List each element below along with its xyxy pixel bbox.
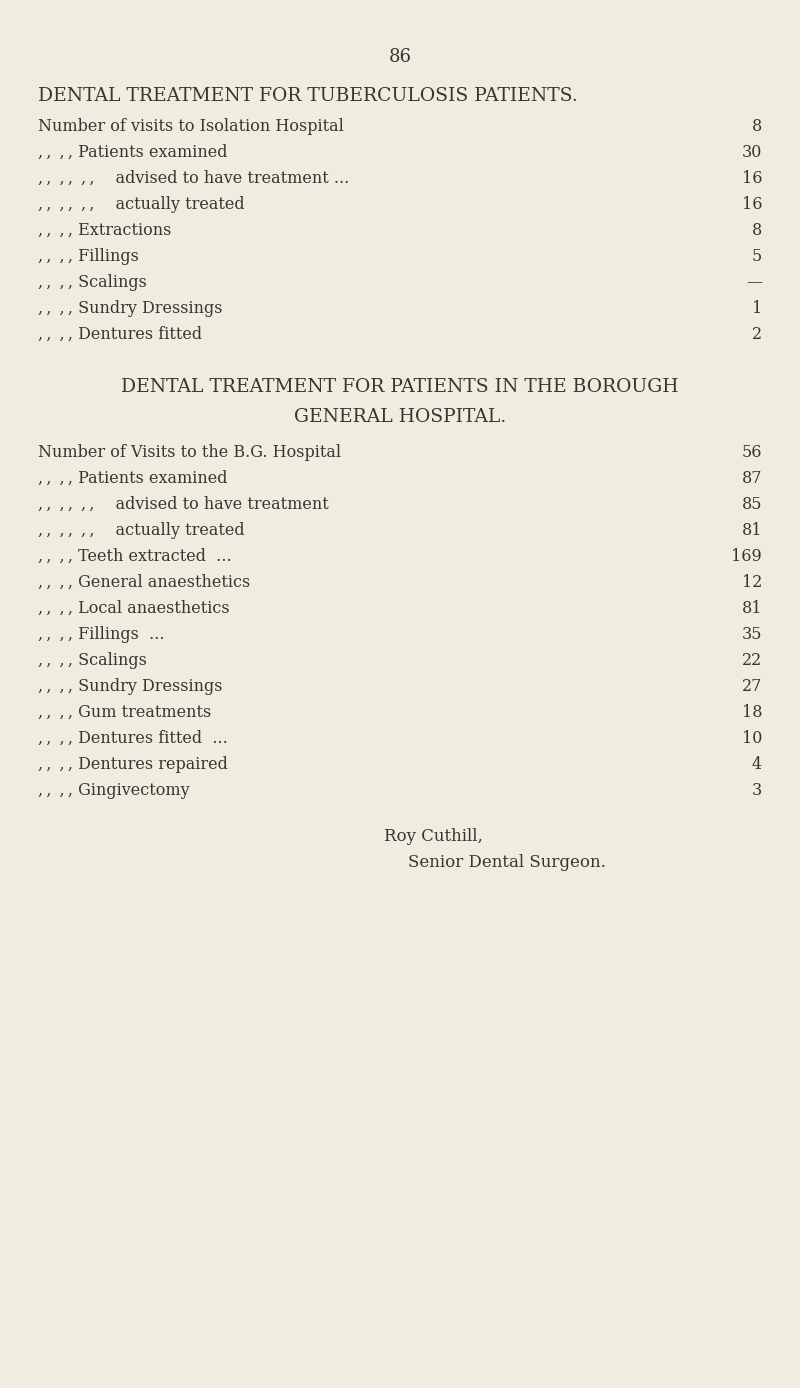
Text: 30: 30	[742, 144, 762, 161]
Text: , , , , Dentures fitted  ...: , , , , Dentures fitted ...	[38, 730, 228, 747]
Text: 81: 81	[742, 600, 762, 618]
Text: , , , , , ,  advised to have treatment ...: , , , , , , advised to have treatment ..…	[38, 169, 350, 187]
Text: 3: 3	[752, 781, 762, 799]
Text: 16: 16	[742, 169, 762, 187]
Text: , , , , Scalings: , , , , Scalings	[38, 652, 147, 669]
Text: 8: 8	[752, 222, 762, 239]
Text: 18: 18	[742, 704, 762, 720]
Text: , , , , Dentures repaired: , , , , Dentures repaired	[38, 756, 228, 773]
Text: , , , , Fillings: , , , , Fillings	[38, 248, 139, 265]
Text: Roy Cuthill,: Roy Cuthill,	[384, 829, 483, 845]
Text: , , , , Extractions: , , , , Extractions	[38, 222, 171, 239]
Text: , , , , Sundry Dressings: , , , , Sundry Dressings	[38, 677, 222, 695]
Text: , , , , Dentures fitted: , , , , Dentures fitted	[38, 326, 202, 343]
Text: 5: 5	[752, 248, 762, 265]
Text: 10: 10	[742, 730, 762, 747]
Text: 1: 1	[752, 300, 762, 316]
Text: , , , , Gum treatments: , , , , Gum treatments	[38, 704, 211, 720]
Text: GENERAL HOSPITAL.: GENERAL HOSPITAL.	[294, 408, 506, 426]
Text: , , , , , ,  actually treated: , , , , , , actually treated	[38, 522, 245, 539]
Text: , , , , Sundry Dressings: , , , , Sundry Dressings	[38, 300, 222, 316]
Text: 86: 86	[389, 49, 411, 67]
Text: 2: 2	[752, 326, 762, 343]
Text: Senior Dental Surgeon.: Senior Dental Surgeon.	[408, 854, 606, 872]
Text: 12: 12	[742, 575, 762, 591]
Text: 81: 81	[742, 522, 762, 539]
Text: DENTAL TREATMENT FOR PATIENTS IN THE BOROUGH: DENTAL TREATMENT FOR PATIENTS IN THE BOR…	[122, 378, 678, 396]
Text: 16: 16	[742, 196, 762, 212]
Text: 27: 27	[742, 677, 762, 695]
Text: —: —	[746, 273, 762, 291]
Text: Number of visits to Isolation Hospital: Number of visits to Isolation Hospital	[38, 118, 344, 135]
Text: 35: 35	[742, 626, 762, 643]
Text: 85: 85	[742, 496, 762, 514]
Text: 4: 4	[752, 756, 762, 773]
Text: DENTAL TREATMENT FOR TUBERCULOSIS PATIENTS.: DENTAL TREATMENT FOR TUBERCULOSIS PATIEN…	[38, 87, 578, 105]
Text: , , , , , ,  actually treated: , , , , , , actually treated	[38, 196, 245, 212]
Text: 169: 169	[731, 548, 762, 565]
Text: 56: 56	[742, 444, 762, 461]
Text: , , , , Local anaesthetics: , , , , Local anaesthetics	[38, 600, 230, 618]
Text: , , , , Scalings: , , , , Scalings	[38, 273, 147, 291]
Text: , , , , , ,  advised to have treatment: , , , , , , advised to have treatment	[38, 496, 329, 514]
Text: , , , , General anaesthetics: , , , , General anaesthetics	[38, 575, 250, 591]
Text: Number of Visits to the B.G. Hospital: Number of Visits to the B.G. Hospital	[38, 444, 341, 461]
Text: , , , , Teeth extracted  ...: , , , , Teeth extracted ...	[38, 548, 232, 565]
Text: , , , , Patients examined: , , , , Patients examined	[38, 144, 227, 161]
Text: , , , , Fillings  ...: , , , , Fillings ...	[38, 626, 165, 643]
Text: 8: 8	[752, 118, 762, 135]
Text: , , , , Patients examined: , , , , Patients examined	[38, 471, 227, 487]
Text: , , , , Gingivectomy: , , , , Gingivectomy	[38, 781, 190, 799]
Text: 87: 87	[742, 471, 762, 487]
Text: 22: 22	[742, 652, 762, 669]
